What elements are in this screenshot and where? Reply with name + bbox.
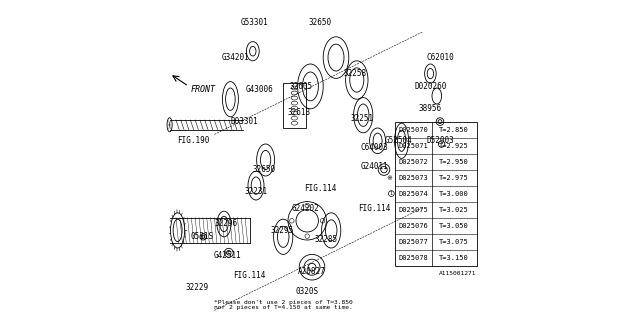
Text: D025074: D025074 xyxy=(398,191,428,196)
Text: 1: 1 xyxy=(390,191,393,196)
Text: D025077: D025077 xyxy=(398,239,428,244)
Bar xyxy=(396,122,477,266)
Text: G52504: G52504 xyxy=(385,136,412,145)
Text: T=2.950: T=2.950 xyxy=(439,159,469,164)
Text: G24202: G24202 xyxy=(292,204,319,212)
Text: G24011: G24011 xyxy=(360,162,388,171)
Text: G53301: G53301 xyxy=(241,18,268,27)
Bar xyxy=(283,83,306,128)
Text: T=3.025: T=3.025 xyxy=(439,207,469,212)
Text: T=3.150: T=3.150 xyxy=(439,255,469,260)
Text: T=3.050: T=3.050 xyxy=(439,223,469,228)
Text: D025078: D025078 xyxy=(398,255,428,260)
Text: G42511: G42511 xyxy=(213,252,241,260)
Text: C62010: C62010 xyxy=(426,53,454,62)
Text: *Please don't use 2 pieces of T=3.850
nor 2 pieces of T=4.150 at same time.: *Please don't use 2 pieces of T=3.850 no… xyxy=(214,300,353,310)
Text: T=3.000: T=3.000 xyxy=(439,191,469,196)
Text: 32650: 32650 xyxy=(308,18,332,27)
Text: FIG.114: FIG.114 xyxy=(358,204,390,212)
Text: 32295: 32295 xyxy=(270,226,293,235)
Text: D025075: D025075 xyxy=(398,207,428,212)
Text: 32613: 32613 xyxy=(287,108,311,116)
Text: 0320S: 0320S xyxy=(296,287,319,296)
Text: G43006: G43006 xyxy=(245,85,273,94)
Text: T=2.850: T=2.850 xyxy=(439,127,469,132)
Text: 0531S: 0531S xyxy=(190,232,213,241)
Text: FIG.114: FIG.114 xyxy=(234,271,266,280)
Text: A20827: A20827 xyxy=(298,268,326,276)
Text: D025071: D025071 xyxy=(398,143,428,148)
Text: T=3.075: T=3.075 xyxy=(439,239,469,244)
Text: 32296: 32296 xyxy=(214,220,237,228)
Text: D025072: D025072 xyxy=(398,159,428,164)
Text: 32285: 32285 xyxy=(315,236,338,244)
Text: 32231: 32231 xyxy=(244,188,268,196)
Text: T=2.975: T=2.975 xyxy=(439,175,469,180)
Text: D52003: D52003 xyxy=(426,136,454,145)
Text: ※: ※ xyxy=(387,175,392,180)
Text: 32650: 32650 xyxy=(252,165,276,174)
Text: C64003: C64003 xyxy=(360,143,388,152)
Text: D025073: D025073 xyxy=(398,175,428,180)
Text: 32605: 32605 xyxy=(289,82,312,91)
Text: T=2.925: T=2.925 xyxy=(439,143,469,148)
Text: A115001271: A115001271 xyxy=(439,271,477,276)
Text: 32251: 32251 xyxy=(350,114,373,123)
Text: FIG.114: FIG.114 xyxy=(304,184,336,193)
Text: FIG.190: FIG.190 xyxy=(177,136,210,145)
Text: D03301: D03301 xyxy=(231,117,259,126)
Text: 32229: 32229 xyxy=(185,284,209,292)
Text: FRONT: FRONT xyxy=(191,85,216,94)
Text: 32258: 32258 xyxy=(344,69,367,78)
Text: D020260: D020260 xyxy=(414,82,447,91)
Text: D025070: D025070 xyxy=(398,127,428,132)
Text: D025076: D025076 xyxy=(398,223,428,228)
Text: 38956: 38956 xyxy=(419,104,442,113)
Text: G34201: G34201 xyxy=(221,53,249,62)
